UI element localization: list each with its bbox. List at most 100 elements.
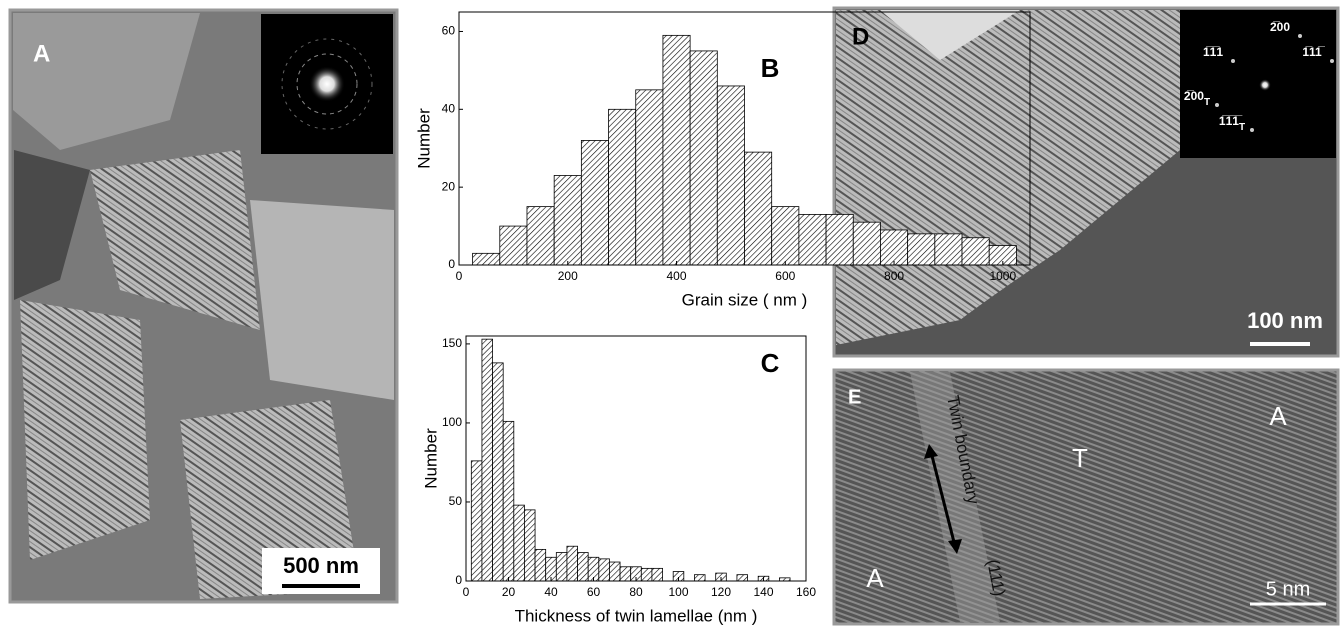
diffraction-label: 1̅1̅1̅T (1219, 114, 1245, 132)
bar (553, 175, 582, 266)
x-tick-label: 60 (587, 585, 601, 599)
bar (580, 140, 609, 266)
bar (689, 50, 718, 266)
bar (651, 567, 663, 582)
index: 2̅00 (1184, 89, 1204, 103)
diffraction-label: 2̅00 (1270, 20, 1290, 34)
bar (526, 206, 555, 266)
bar (640, 567, 653, 582)
x-tick-label: 400 (667, 269, 687, 283)
central-spot (1259, 79, 1271, 91)
grain (13, 13, 200, 150)
subscript: T (1239, 122, 1245, 133)
diffraction-label: 1̅11̅ (1302, 45, 1325, 59)
spot (1330, 59, 1334, 63)
bar (771, 206, 800, 266)
bar (934, 233, 963, 266)
arrow (929, 451, 957, 547)
bar (619, 566, 632, 582)
arrowhead (924, 444, 938, 459)
bar (502, 420, 515, 582)
x-axis-label: Grain size ( nm ) (682, 290, 808, 309)
x-tick-label: 80 (629, 585, 643, 599)
ring (281, 38, 373, 130)
subscript: T (1204, 97, 1210, 108)
scale-bar-label: 100 nm (1247, 308, 1323, 333)
y-tick-label: 0 (455, 573, 462, 587)
bar (566, 545, 578, 582)
bar (499, 225, 528, 266)
bar (492, 362, 504, 582)
grain (90, 150, 260, 330)
spot (1215, 103, 1219, 107)
panel-label: D (852, 23, 869, 50)
scale-bar-label: 5 nm (1266, 578, 1310, 600)
panel-label: B (761, 53, 780, 83)
bar (744, 151, 773, 266)
grain (880, 10, 1020, 60)
ring (296, 53, 358, 115)
panel-label: A (33, 40, 50, 67)
boundary-band (910, 372, 1000, 622)
x-tick-label: 40 (544, 585, 558, 599)
bar (608, 108, 637, 266)
x-tick-label: 160 (796, 585, 816, 599)
panel-e: E Twin boundary (111) A T A 5 nm (832, 368, 1340, 626)
index: 2̅00 (1270, 20, 1290, 34)
x-tick-label: 600 (775, 269, 795, 283)
panel-label: E (848, 386, 861, 408)
annotation: A (1269, 401, 1287, 431)
y-axis-label: Number (421, 428, 440, 489)
bar (577, 552, 589, 582)
y-axis-label: Number (414, 108, 433, 169)
spot (1298, 34, 1302, 38)
scale-bar-label: 500 nm (283, 553, 359, 578)
y-tick-label: 50 (449, 494, 463, 508)
x-tick-label: 0 (463, 585, 470, 599)
bar (609, 561, 621, 582)
diffraction-label: 2̅00T (1184, 89, 1210, 107)
x-tick-label: 20 (502, 585, 516, 599)
bar (472, 252, 501, 266)
bar (555, 552, 568, 582)
bar (825, 213, 854, 266)
bar (481, 338, 493, 582)
bar (470, 460, 483, 582)
bar (880, 229, 909, 266)
diffraction-inset (1180, 10, 1336, 158)
bar (524, 509, 536, 582)
grain (20, 300, 150, 560)
index: 1̅1̅1 (1203, 45, 1223, 59)
axes-frame (458, 11, 1031, 266)
index: 1̅1̅1̅ (1219, 114, 1243, 128)
bar (852, 221, 881, 266)
y-tick-label: 100 (442, 415, 462, 429)
bar (798, 213, 827, 266)
bar (716, 85, 745, 266)
panel-a: A 500 nm (8, 8, 399, 604)
diffraction-label: 1̅1̅1 (1203, 45, 1223, 59)
x-tick-label: 200 (558, 269, 578, 283)
y-tick-label: 40 (442, 101, 456, 115)
central-spot (309, 66, 345, 102)
hrtem (832, 368, 1340, 626)
y-tick-label: 0 (448, 257, 455, 271)
bar (635, 89, 664, 266)
y-tick-label: 60 (442, 24, 456, 38)
arrowhead (948, 539, 962, 554)
annotation: A (866, 563, 884, 593)
x-tick-label: 1000 (989, 269, 1016, 283)
grain (14, 150, 90, 300)
bar (662, 34, 691, 266)
x-tick-label: 0 (456, 269, 463, 283)
bar (907, 233, 936, 266)
spot (1231, 59, 1235, 63)
spot (1250, 128, 1254, 132)
bar (513, 504, 525, 582)
bar (598, 558, 610, 582)
y-tick-label: 20 (442, 179, 456, 193)
